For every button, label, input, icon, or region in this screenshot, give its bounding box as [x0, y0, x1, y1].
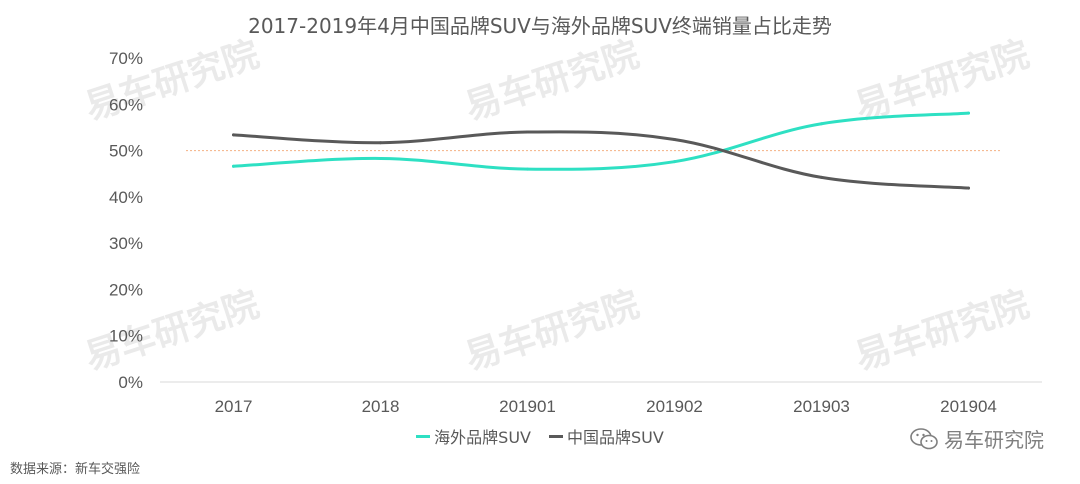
chart-title: 2017-2019年4月中国品牌SUV与海外品牌SUV终端销量占比走势 — [248, 14, 832, 38]
x-tick-label: 2018 — [362, 397, 400, 416]
data-point — [232, 133, 235, 137]
legend-item: 中国品牌SUV — [549, 424, 664, 448]
data-point — [673, 160, 676, 164]
data-point — [820, 122, 823, 126]
source-note: 数据来源：新车交强险 — [10, 462, 141, 477]
data-point — [673, 137, 676, 141]
y-tick-label: 60% — [109, 95, 143, 114]
data-point — [526, 167, 529, 171]
legend-swatch — [549, 434, 563, 438]
legend-label: 中国品牌SUV — [567, 428, 664, 447]
y-tick-label: 0% — [118, 373, 143, 392]
y-tick-label: 40% — [109, 188, 143, 207]
data-point — [379, 141, 382, 145]
data-point — [379, 156, 382, 160]
y-tick-label: 70% — [109, 49, 143, 68]
y-tick-label: 10% — [109, 327, 143, 346]
y-tick-label: 50% — [109, 142, 143, 161]
x-tick-label: 201901 — [499, 397, 556, 416]
x-tick-label: 201902 — [646, 397, 703, 416]
watermark: 易车研究院 — [460, 34, 644, 129]
legend-label: 海外品牌SUV — [434, 428, 531, 447]
watermark: 易车研究院 — [850, 284, 1034, 379]
data-point — [967, 186, 970, 190]
watermark: 易车研究院 — [80, 284, 264, 379]
legend-swatch — [416, 434, 431, 438]
x-tick-label: 201904 — [940, 397, 997, 416]
series-line-2 — [232, 130, 970, 190]
legend-item: 海外品牌SUV — [416, 424, 531, 448]
data-point — [526, 130, 529, 134]
watermark: 易车研究院 — [460, 284, 644, 379]
series-line-1 — [232, 111, 970, 171]
axes: 0% 10% 20% 30% 40% 50% 60% 70% 2017 2018 201901 201… — [109, 49, 1042, 416]
brand-logo: 易车研究院 — [910, 424, 1044, 453]
data-point — [820, 175, 823, 179]
data-point — [232, 164, 235, 168]
wechat-icon — [910, 427, 938, 449]
x-tick-label: 2017 — [215, 397, 253, 416]
y-tick-label: 30% — [109, 234, 143, 253]
data-point — [967, 111, 970, 115]
watermark: 易车研究院 — [80, 34, 264, 129]
x-tick-label: 201903 — [793, 397, 850, 416]
legend: 海外品牌SUV 中国品牌SUV — [0, 424, 1080, 448]
series-layer — [232, 111, 970, 190]
y-tick-label: 20% — [109, 280, 143, 299]
brand-label: 易车研究院 — [944, 428, 1044, 452]
